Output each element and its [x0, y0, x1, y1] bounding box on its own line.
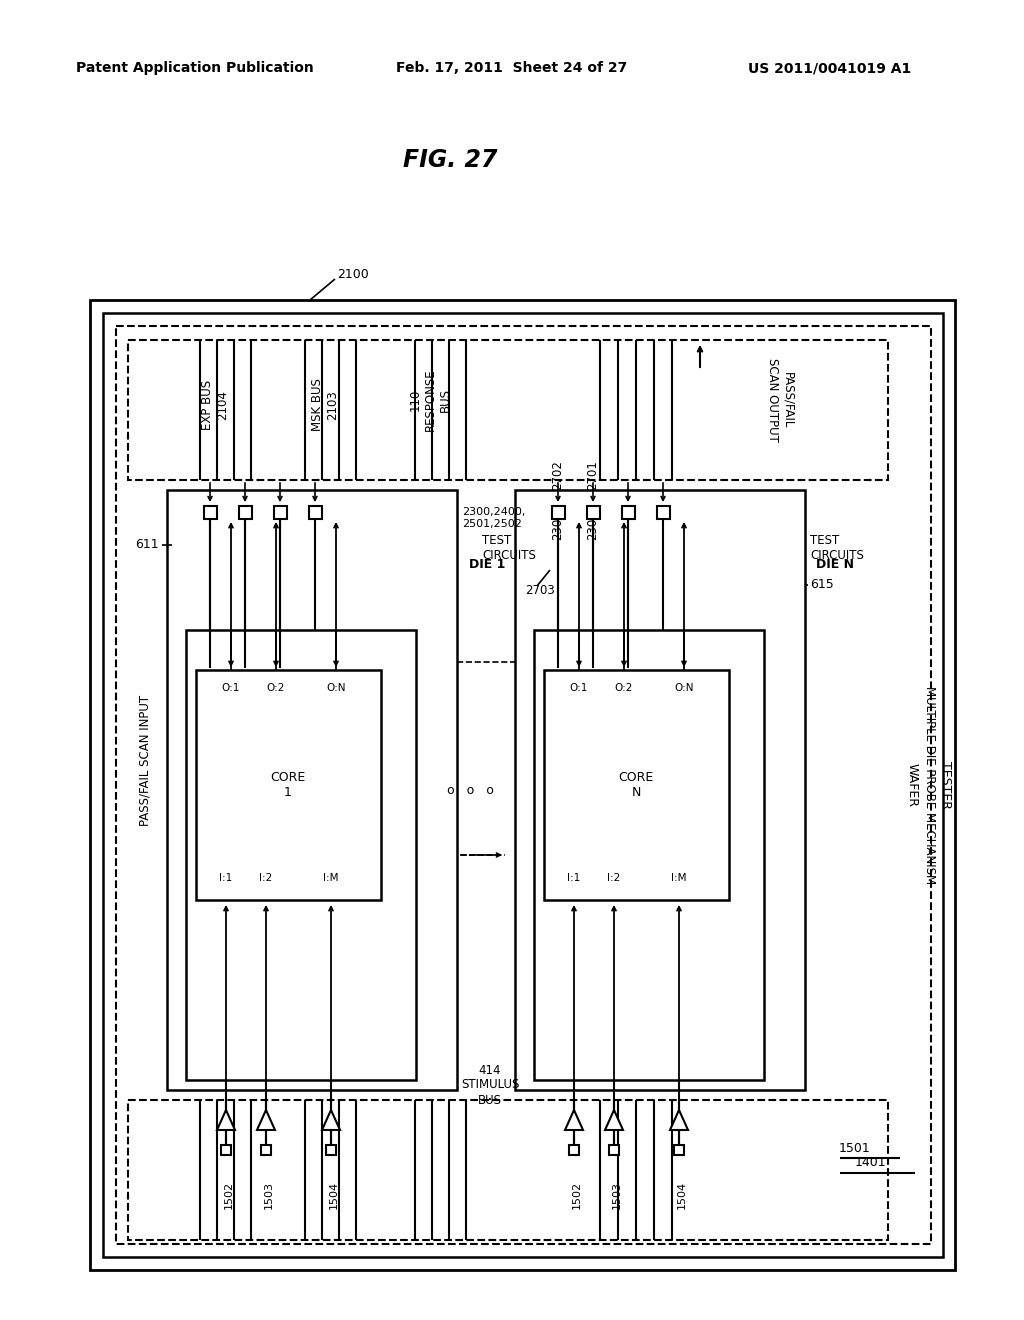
Text: I:M: I:M [324, 873, 339, 883]
Text: 2702: 2702 [552, 461, 564, 490]
Text: PASS/FAIL
SCAN OUTPUT: PASS/FAIL SCAN OUTPUT [766, 358, 794, 442]
Bar [261, 1144, 271, 1155]
Text: US 2011/0041019 A1: US 2011/0041019 A1 [749, 61, 911, 75]
Text: 1504: 1504 [677, 1181, 687, 1209]
Polygon shape [322, 1110, 340, 1130]
Text: o   o   o: o o o [446, 784, 494, 796]
Text: Feb. 17, 2011  Sheet 24 of 27: Feb. 17, 2011 Sheet 24 of 27 [396, 61, 628, 75]
Text: TESTER: TESTER [939, 762, 951, 809]
Text: O:1: O:1 [222, 682, 241, 693]
Bar [656, 506, 670, 519]
Bar [204, 506, 216, 519]
Bar [273, 506, 287, 519]
Bar [674, 1144, 684, 1155]
Polygon shape [257, 1110, 275, 1130]
Text: DIE 1: DIE 1 [469, 558, 505, 572]
Text: I:M: I:M [672, 873, 687, 883]
Text: Patent Application Publication: Patent Application Publication [76, 61, 314, 75]
Text: 1504: 1504 [329, 1181, 339, 1209]
Text: CORE
1: CORE 1 [270, 771, 305, 799]
Bar [609, 1144, 618, 1155]
Text: 611: 611 [135, 539, 159, 552]
Text: O:N: O:N [327, 682, 346, 693]
Text: 2302: 2302 [552, 510, 564, 540]
Text: 414
STIMULUS
BUS: 414 STIMULUS BUS [461, 1064, 519, 1106]
Text: 1502: 1502 [224, 1181, 234, 1209]
Bar [221, 1144, 231, 1155]
Text: PASS/FAIL SCAN INPUT: PASS/FAIL SCAN INPUT [138, 694, 152, 825]
Text: O:2: O:2 [614, 682, 633, 693]
Text: EXP BUS
2104: EXP BUS 2104 [201, 380, 229, 430]
Text: 110
RESPONSE
BUS: 110 RESPONSE BUS [409, 368, 452, 432]
Bar [569, 1144, 579, 1155]
Text: O:2: O:2 [267, 682, 286, 693]
Polygon shape [217, 1110, 234, 1130]
Text: DIE N: DIE N [816, 558, 854, 572]
Text: 2100: 2100 [337, 268, 369, 281]
Polygon shape [670, 1110, 688, 1130]
Bar [622, 506, 635, 519]
Text: I:1: I:1 [567, 873, 581, 883]
Text: WAFER: WAFER [905, 763, 919, 807]
Text: 1503: 1503 [612, 1181, 622, 1209]
Text: 2303: 2303 [587, 511, 599, 540]
Text: 1401: 1401 [854, 1156, 886, 1170]
Text: 2300,2400,
2501,2502: 2300,2400, 2501,2502 [462, 507, 525, 529]
Bar [116, 326, 931, 1243]
Bar [103, 313, 943, 1257]
Bar [167, 490, 457, 1090]
Bar [239, 506, 252, 519]
Text: 2701: 2701 [587, 461, 599, 490]
Bar [515, 490, 805, 1090]
Text: 1502: 1502 [572, 1181, 582, 1209]
Text: MULTIPLE DIE PROBE MECHANISM: MULTIPLE DIE PROBE MECHANISM [924, 686, 937, 884]
Text: 1503: 1503 [264, 1181, 274, 1209]
Text: O:1: O:1 [569, 682, 588, 693]
Bar [587, 506, 599, 519]
Text: I:1: I:1 [219, 873, 232, 883]
Text: O:N: O:N [674, 682, 693, 693]
Bar [196, 671, 381, 900]
Text: FIG. 27: FIG. 27 [402, 148, 498, 172]
Text: TEST
CIRCUITS: TEST CIRCUITS [810, 535, 864, 562]
Text: CORE
N: CORE N [618, 771, 653, 799]
Text: I:2: I:2 [259, 873, 272, 883]
Text: 2703: 2703 [525, 583, 555, 597]
Bar [534, 630, 764, 1080]
Bar [544, 671, 729, 900]
Bar [552, 506, 564, 519]
Bar [128, 341, 888, 480]
Bar [128, 1100, 888, 1239]
Text: MSK BUS
2103: MSK BUS 2103 [311, 379, 339, 432]
Text: 615: 615 [810, 578, 834, 591]
Polygon shape [605, 1110, 623, 1130]
Text: TEST
CIRCUITS: TEST CIRCUITS [482, 535, 536, 562]
Text: 1501: 1501 [839, 1142, 870, 1155]
Polygon shape [565, 1110, 583, 1130]
Bar [308, 506, 322, 519]
Bar [186, 630, 416, 1080]
Text: I:2: I:2 [607, 873, 621, 883]
Bar [90, 300, 955, 1270]
Bar [326, 1144, 336, 1155]
